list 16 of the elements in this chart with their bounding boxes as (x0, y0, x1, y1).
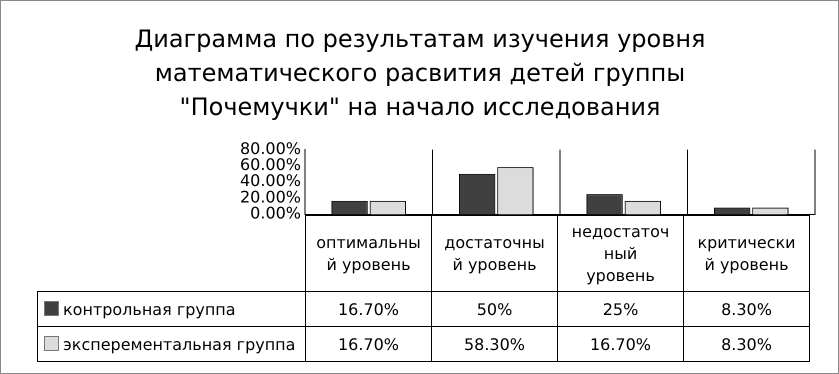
data-label: 16.70% (306, 326, 432, 362)
data-label: 8.30% (684, 292, 810, 326)
x-tick-label: достаточный уровень (432, 216, 558, 292)
data-label: 25% (558, 292, 684, 326)
data-label: 16.70% (558, 326, 684, 362)
data-label: 16.70% (306, 292, 432, 326)
data-label: 8.30% (684, 326, 810, 362)
legend-label: контрольная группа (38, 292, 306, 326)
legend-label: эксперементальная группа (38, 326, 306, 362)
x-tick-label: недостаточный уровень (558, 216, 684, 292)
x-tick-label: оптимальный уровень (306, 216, 432, 292)
x-tick-label: критический уровень (684, 216, 810, 292)
data-label: 58.30% (432, 326, 558, 362)
y-tick-label: 0.00% (250, 204, 301, 223)
chart-title: Диаграмма по результатам изучения уровня математического расвития детей группы "Почемучки" на начало исследования (134, 24, 706, 123)
data-label: 50% (432, 292, 558, 326)
